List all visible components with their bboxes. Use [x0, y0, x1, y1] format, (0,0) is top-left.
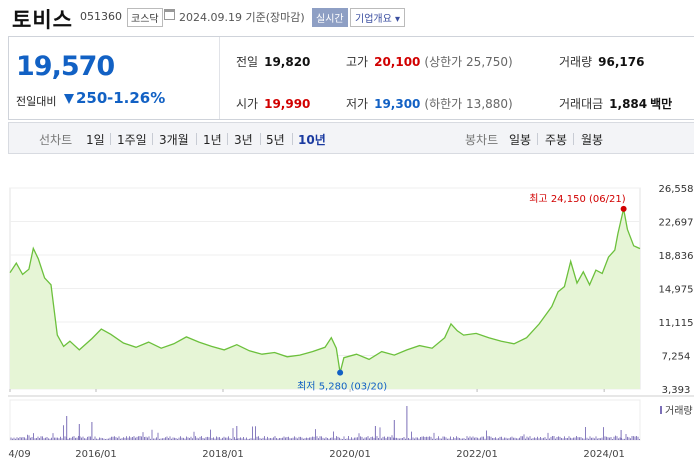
low-annotation: 최저 5,280 (03/20) [297, 381, 387, 393]
change-label: 전일대비 [16, 95, 57, 108]
market-badge: 코스닥 [127, 8, 163, 27]
stock-name: 토비스 [12, 8, 73, 32]
price-chart-svg: 26,558 22,697 18,836 14,975 11,115 7,254 3,393… [8, 184, 694, 460]
tab-divider [537, 133, 538, 145]
prev-close-label: 전일 [236, 55, 259, 69]
line-chart-label: 선차트 [39, 133, 73, 147]
realtime-button[interactable]: 실시간 [312, 8, 348, 27]
amount-unit: 백만 [650, 97, 673, 111]
chevron-down-icon: ▾ [395, 14, 401, 25]
tab-3m[interactable]: 3개월 [159, 133, 189, 147]
tab-divider [260, 133, 261, 145]
lower-limit-value: 13,880) [466, 97, 513, 111]
price-panel: 19,570 전일대비 250 -1.26% [9, 37, 220, 119]
quote-summary: 19,570 전일대비 250 -1.26% 전일 19,820 고가 20,100… [8, 36, 694, 120]
high-label: 고가 [346, 55, 369, 69]
low-value: 19,300 [374, 97, 421, 111]
change-value: 250 [76, 89, 108, 107]
company-info-dropdown[interactable]: 기업개요 ▾ [350, 8, 406, 27]
high-price: 고가 20,100 (상한가 25,750) [346, 53, 513, 70]
quote-date: 2024.09.19 기준(장마감) [179, 9, 305, 25]
volume-frame [9, 399, 641, 441]
upper-limit-value: 25,750) [466, 55, 513, 69]
low-label: 저가 [346, 97, 369, 111]
low-price: 저가 19,300 (하한가 13,880) [346, 95, 513, 112]
volume-label: 거래량 [559, 55, 593, 69]
high-point-marker [620, 205, 627, 212]
volume-legend-label: 거래량 [665, 405, 693, 417]
tab-1y[interactable]: 1년 [203, 133, 222, 147]
open-value: 19,990 [264, 97, 311, 111]
volume: 거래량 96,176 [559, 53, 644, 70]
tab-divider [292, 133, 293, 145]
y-tick-label: 7,254 [662, 352, 691, 363]
x-tick-label: 2022/01 [456, 449, 498, 460]
y-tick-label: 26,558 [659, 184, 694, 195]
x-tick-label: 2024/01 [583, 449, 625, 460]
stock-code: 051360 [80, 10, 122, 23]
tab-divider [196, 133, 197, 145]
y-tick-label: 22,697 [659, 218, 694, 229]
y-tick-label: 14,975 [659, 285, 694, 296]
calendar-icon [164, 9, 175, 20]
price-chart[interactable]: 26,558 22,697 18,836 14,975 11,115 7,254 3,393… [8, 178, 694, 475]
y-tick-label: 11,115 [659, 318, 694, 329]
tab-divider [573, 133, 574, 145]
tab-divider [227, 133, 228, 145]
volume-legend-swatch [660, 406, 662, 414]
amount-label: 거래대금 [559, 97, 604, 111]
upper-limit-label: (상한가 [424, 55, 463, 69]
y-tick-label: 3,393 [662, 385, 691, 396]
open-label: 시가 [236, 97, 259, 111]
x-tick-label: 2020/01 [329, 449, 371, 460]
date-basis: 기준(장마감) [245, 11, 305, 24]
prev-close-value: 19,820 [264, 55, 311, 69]
tab-10y[interactable]: 10년 [298, 133, 326, 147]
prev-close: 전일 19,820 [236, 53, 310, 70]
chart-period-tabs: 선차트 1일 1주일 3개월 1년 3년 5년 10년 봉차트 일봉 주봉 월봉 [8, 122, 694, 154]
open-price: 시가 19,990 [236, 95, 310, 112]
high-value: 20,100 [374, 55, 421, 69]
tab-3y[interactable]: 3년 [234, 133, 253, 147]
amount-value: 1,884 [609, 97, 648, 111]
price-area [10, 208, 640, 389]
tab-weekly[interactable]: 주봉 [545, 133, 568, 147]
y-tick-label: 18,836 [659, 251, 694, 262]
low-point-marker [337, 369, 344, 376]
tab-divider [152, 133, 153, 145]
down-triangle-icon [64, 94, 74, 104]
tab-1w[interactable]: 1주일 [117, 133, 147, 147]
tab-divider [110, 133, 111, 145]
trade-amount: 거래대금 1,884 백만 [559, 95, 672, 112]
tab-1d[interactable]: 1일 [86, 133, 105, 147]
volume-value: 96,176 [598, 55, 645, 69]
x-tick-label: 2018/01 [202, 449, 244, 460]
x-tick-label: 2014/09 [8, 449, 31, 460]
stock-header: 토비스 051360 코스닥 2024.09.19 기준(장마감) 실시간 기업… [0, 0, 694, 34]
company-info-label: 기업개요 [355, 14, 392, 25]
current-price: 19,570 [16, 51, 115, 82]
change-percent: -1.26% [107, 89, 166, 107]
x-tick-label: 2016/01 [75, 449, 117, 460]
tab-monthly[interactable]: 월봉 [581, 133, 604, 147]
lower-limit-label: (하한가 [424, 97, 463, 111]
candle-chart-label: 봉차트 [465, 133, 499, 147]
date-value: 2024.09.19 [179, 11, 242, 24]
tab-daily[interactable]: 일봉 [509, 133, 532, 147]
tab-5y[interactable]: 5년 [266, 133, 285, 147]
high-annotation: 최고 24,150 (06/21) [529, 193, 625, 205]
